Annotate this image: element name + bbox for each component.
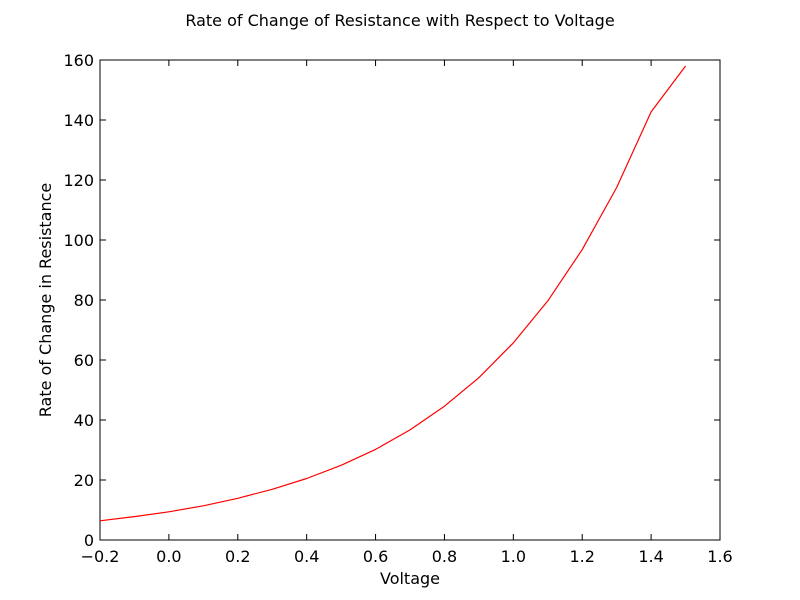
y-tick-label: 0	[84, 531, 94, 550]
y-axis-label: Rate of Change in Resistance	[36, 183, 55, 418]
x-tick-label: 0.6	[363, 547, 388, 566]
y-tick-label: 60	[74, 351, 94, 370]
chart-title: Rate of Change of Resistance with Respec…	[185, 11, 614, 30]
y-tick-label: 140	[63, 111, 94, 130]
y-tick-label: 20	[74, 471, 94, 490]
x-axis-label: Voltage	[380, 569, 440, 588]
y-tick-label: 80	[74, 291, 94, 310]
y-tick-label: 160	[63, 51, 94, 70]
x-tick-label: 0.8	[432, 547, 457, 566]
y-tick-label: 100	[63, 231, 94, 250]
x-tick-label: −0.2	[81, 547, 120, 566]
y-tick-label: 120	[63, 171, 94, 190]
x-tick-label: 1.6	[707, 547, 732, 566]
x-tick-label: 1.0	[501, 547, 526, 566]
plot-frame	[99, 59, 721, 541]
x-tick-label: 1.2	[569, 547, 594, 566]
x-tick-label: 1.4	[638, 547, 663, 566]
x-tick-label: 0.4	[294, 547, 319, 566]
x-tick-label: 0.2	[225, 547, 250, 566]
plot-area: −0.2 0.0 0.2 0.4 0.6 0.8 1.0 1.2 1.4 1.6 0 20 40 60 80…	[63, 51, 732, 566]
y-tick-label: 40	[74, 411, 94, 430]
x-tick-label: 0.0	[156, 547, 181, 566]
series-layer	[99, 65, 687, 522]
series-line	[99, 65, 687, 522]
ticks: −0.2 0.0 0.2 0.4 0.6 0.8 1.0 1.2 1.4 1.6 0 20 40 60 80…	[63, 51, 732, 566]
